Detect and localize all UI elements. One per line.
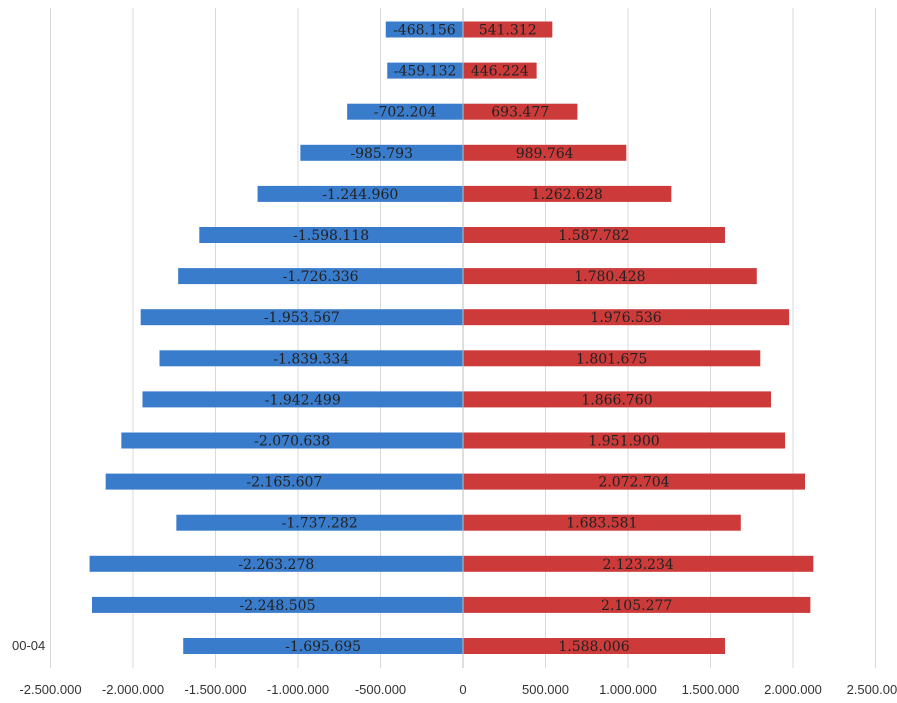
bar-positive — [463, 268, 757, 285]
bar-positive — [463, 144, 627, 161]
bar-positive — [463, 21, 553, 38]
data-label: -2.248.505 — [240, 598, 316, 614]
x-axis: -2.500.000 -2.000.000 -1.500.000 -1.000.000… — [19, 8, 897, 697]
data-label: -1.839.334 — [273, 351, 349, 367]
data-label: -1.942.499 — [265, 392, 341, 408]
bar-negative — [91, 596, 463, 613]
data-label: 1.262.628 — [532, 187, 603, 203]
data-label: -1.598.118 — [293, 228, 369, 244]
x-tick-label: -1.000.000 — [267, 682, 329, 697]
x-tick-label: 1.000.000 — [599, 682, 657, 697]
bar-positive — [463, 227, 725, 243]
data-label: -1.953.567 — [264, 310, 340, 326]
data-label: -1.695.695 — [285, 639, 361, 655]
x-tick-label: -1.500.000 — [184, 682, 246, 697]
y-axis-categories: 00-04 — [12, 638, 45, 653]
bar-negative — [142, 391, 463, 408]
bar-positive — [463, 473, 805, 490]
data-label: 1.587.782 — [558, 228, 629, 244]
bar-negative — [199, 227, 463, 243]
bar-positive — [463, 350, 761, 367]
bar-positive — [463, 185, 672, 202]
bar-negative — [257, 185, 463, 202]
bars — [89, 21, 814, 654]
data-label: 541.312 — [479, 23, 537, 39]
bar-negative — [121, 432, 463, 449]
x-tick-label: -2.500.000 — [19, 682, 81, 697]
bar-positive — [463, 103, 578, 120]
bar-negative — [178, 268, 464, 285]
bar-negative — [385, 21, 463, 38]
x-tick-label: 1.500.000 — [682, 682, 740, 697]
bar-labels: -1.695.695 1.588.006 -2.248.505 2.105.277 -2… — [238, 23, 674, 656]
data-label: -1.737.282 — [282, 516, 358, 532]
bar-negative — [140, 309, 463, 326]
bar-positive — [463, 638, 726, 654]
data-label: 693.477 — [491, 105, 549, 121]
x-tick-label: 0 — [459, 682, 466, 697]
bar-positive — [463, 62, 537, 79]
category-label: 00-04 — [12, 638, 45, 653]
data-label: 989.764 — [516, 146, 574, 162]
bar-negative — [347, 103, 463, 120]
bar-negative — [159, 350, 463, 367]
bar-positive — [463, 514, 741, 531]
data-label: -2.165.607 — [246, 475, 322, 491]
data-label: 1.780.428 — [574, 269, 645, 285]
bar-positive — [463, 432, 786, 449]
data-label: -985.793 — [350, 146, 413, 162]
x-tick-label: -500.000 — [355, 682, 406, 697]
data-label: -468.156 — [393, 23, 456, 39]
x-tick-label: 2.000.000 — [764, 682, 822, 697]
data-label: 1.801.675 — [576, 351, 647, 367]
data-label: 1.588.006 — [558, 639, 629, 655]
bar-positive — [463, 391, 772, 408]
data-label: 1.976.536 — [590, 310, 661, 326]
data-label: 1.683.581 — [566, 516, 637, 532]
data-label: -2.070.638 — [254, 434, 330, 450]
data-label: -2.263.278 — [238, 557, 314, 573]
data-label: 1.866.760 — [581, 392, 652, 408]
bar-positive — [463, 555, 814, 572]
data-label: -1.244.960 — [322, 187, 398, 203]
data-label: -1.726.336 — [283, 269, 359, 285]
bar-negative — [387, 62, 463, 79]
bar-positive — [463, 596, 811, 613]
data-label: 2.072.704 — [598, 475, 669, 491]
data-label: 2.105.277 — [601, 598, 672, 614]
data-label: 2.123.234 — [603, 557, 674, 573]
x-tick-label: 500.000 — [522, 682, 569, 697]
data-label: 446.224 — [471, 64, 529, 80]
bar-negative — [176, 514, 464, 531]
data-label: 1.951.900 — [588, 434, 659, 450]
bar-negative — [105, 473, 464, 490]
bar-negative — [183, 638, 463, 654]
x-tick-label: -2.000.000 — [102, 682, 164, 697]
data-label: -702.204 — [374, 105, 437, 121]
bar-negative — [89, 555, 463, 572]
data-label: -459.132 — [394, 64, 457, 80]
x-tick-label: 2.500.000 — [847, 682, 897, 697]
bar-positive — [463, 309, 790, 326]
bar-negative — [300, 144, 463, 161]
